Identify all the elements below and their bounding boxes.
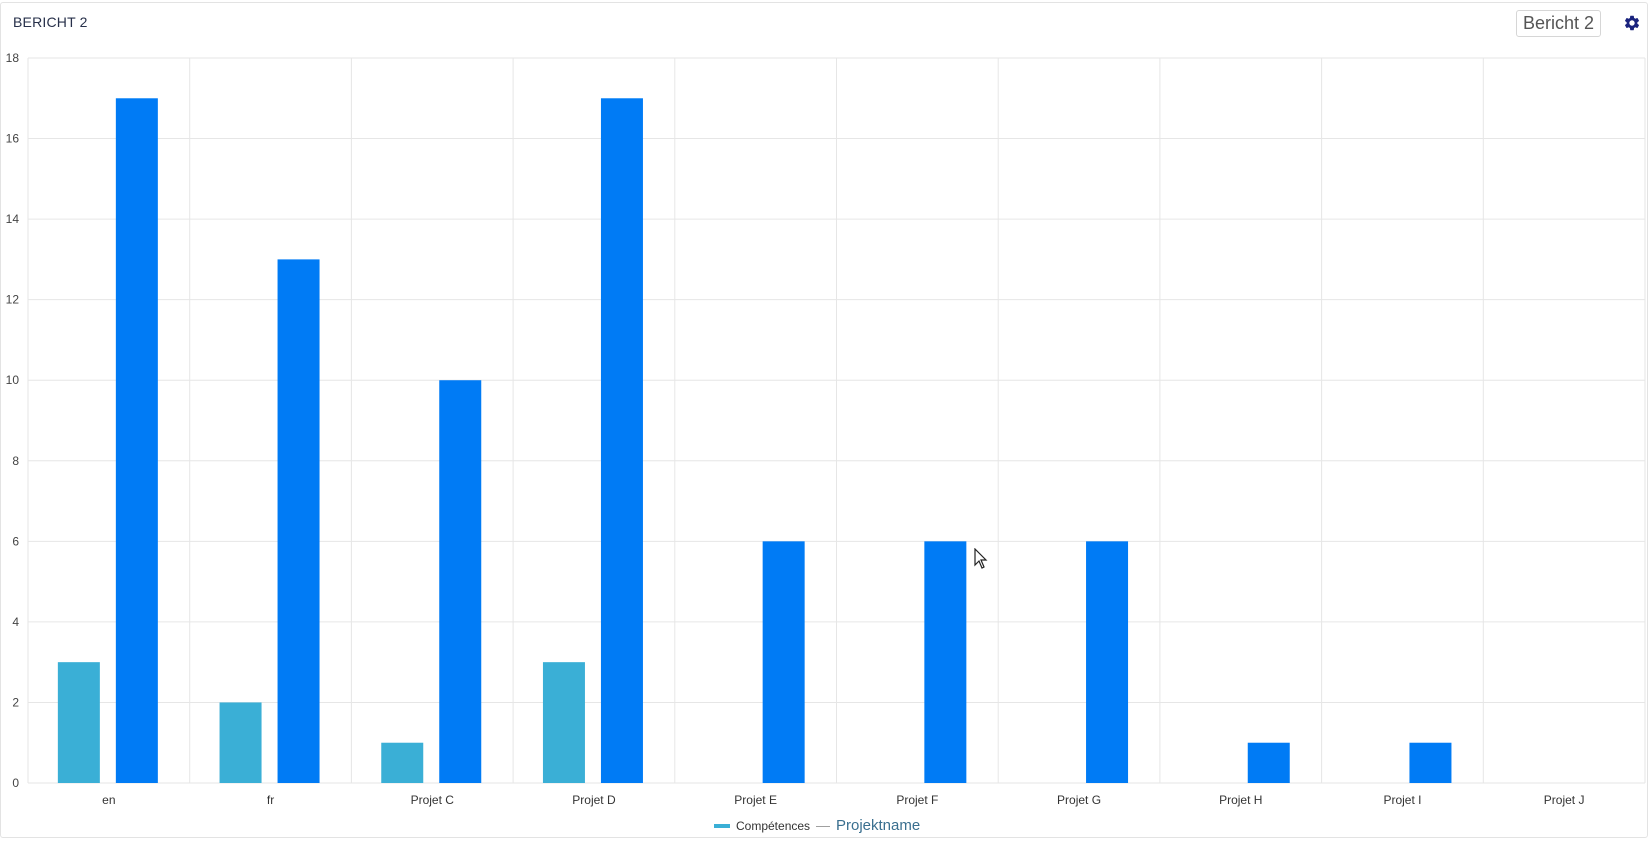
x-tick-label: Projet C — [411, 793, 455, 807]
x-tick-label: Projet J — [1544, 793, 1585, 807]
x-tick-label: Projet G — [1057, 793, 1101, 807]
legend-separator: — — [816, 817, 830, 833]
x-tick-label: Projet E — [734, 793, 777, 807]
x-tick-label: en — [102, 793, 115, 807]
legend[interactable]: Compétences — Projektname — [714, 817, 920, 834]
y-tick-label: 4 — [12, 615, 19, 629]
bar-projektname — [439, 380, 482, 783]
bar-projektname — [924, 541, 967, 783]
y-tick-label: 8 — [12, 454, 19, 468]
bar-competences — [542, 662, 585, 783]
y-tick-label: 10 — [6, 373, 20, 387]
bar-projektname — [600, 98, 643, 784]
tick-labels: 0 2 4 6 8 10 12 14 16 18 en fr Projet C Projet D Proje… — [6, 51, 1585, 807]
bar-projektname — [277, 259, 320, 783]
y-tick-label: 16 — [6, 132, 20, 146]
legend-label-competences[interactable]: Compétences — [736, 819, 810, 833]
y-tick-label: 2 — [12, 695, 19, 709]
y-tick-label: 14 — [6, 212, 20, 226]
y-tick-label: 6 — [12, 534, 19, 548]
bar-projektname — [115, 98, 158, 784]
bars — [57, 98, 1452, 784]
legend-label-projektname[interactable]: Projektname — [836, 817, 920, 834]
report-selector[interactable]: Bericht 2 — [1516, 10, 1602, 37]
page-title: BERICHT 2 — [13, 14, 88, 30]
bar-projektname — [1247, 742, 1290, 783]
x-tick-label: fr — [267, 793, 274, 807]
bar-projektname — [1086, 541, 1129, 783]
legend-swatch-competences — [714, 824, 730, 828]
x-tick-label: Projet H — [1219, 793, 1262, 807]
bar-competences — [219, 702, 262, 783]
gear-icon[interactable] — [1623, 14, 1641, 32]
x-tick-label: Projet F — [896, 793, 938, 807]
x-tick-label: Projet D — [572, 793, 616, 807]
mouse-cursor-icon — [974, 548, 988, 569]
bar-projektname — [1409, 742, 1452, 783]
bar-competences — [57, 662, 100, 783]
x-tick-label: Projet I — [1383, 793, 1421, 807]
bar-competences — [381, 742, 424, 783]
grid — [27, 57, 1646, 784]
y-tick-label: 0 — [12, 776, 19, 790]
y-tick-label: 18 — [6, 51, 20, 65]
bar-projektname — [762, 541, 805, 783]
y-tick-label: 12 — [6, 293, 20, 307]
